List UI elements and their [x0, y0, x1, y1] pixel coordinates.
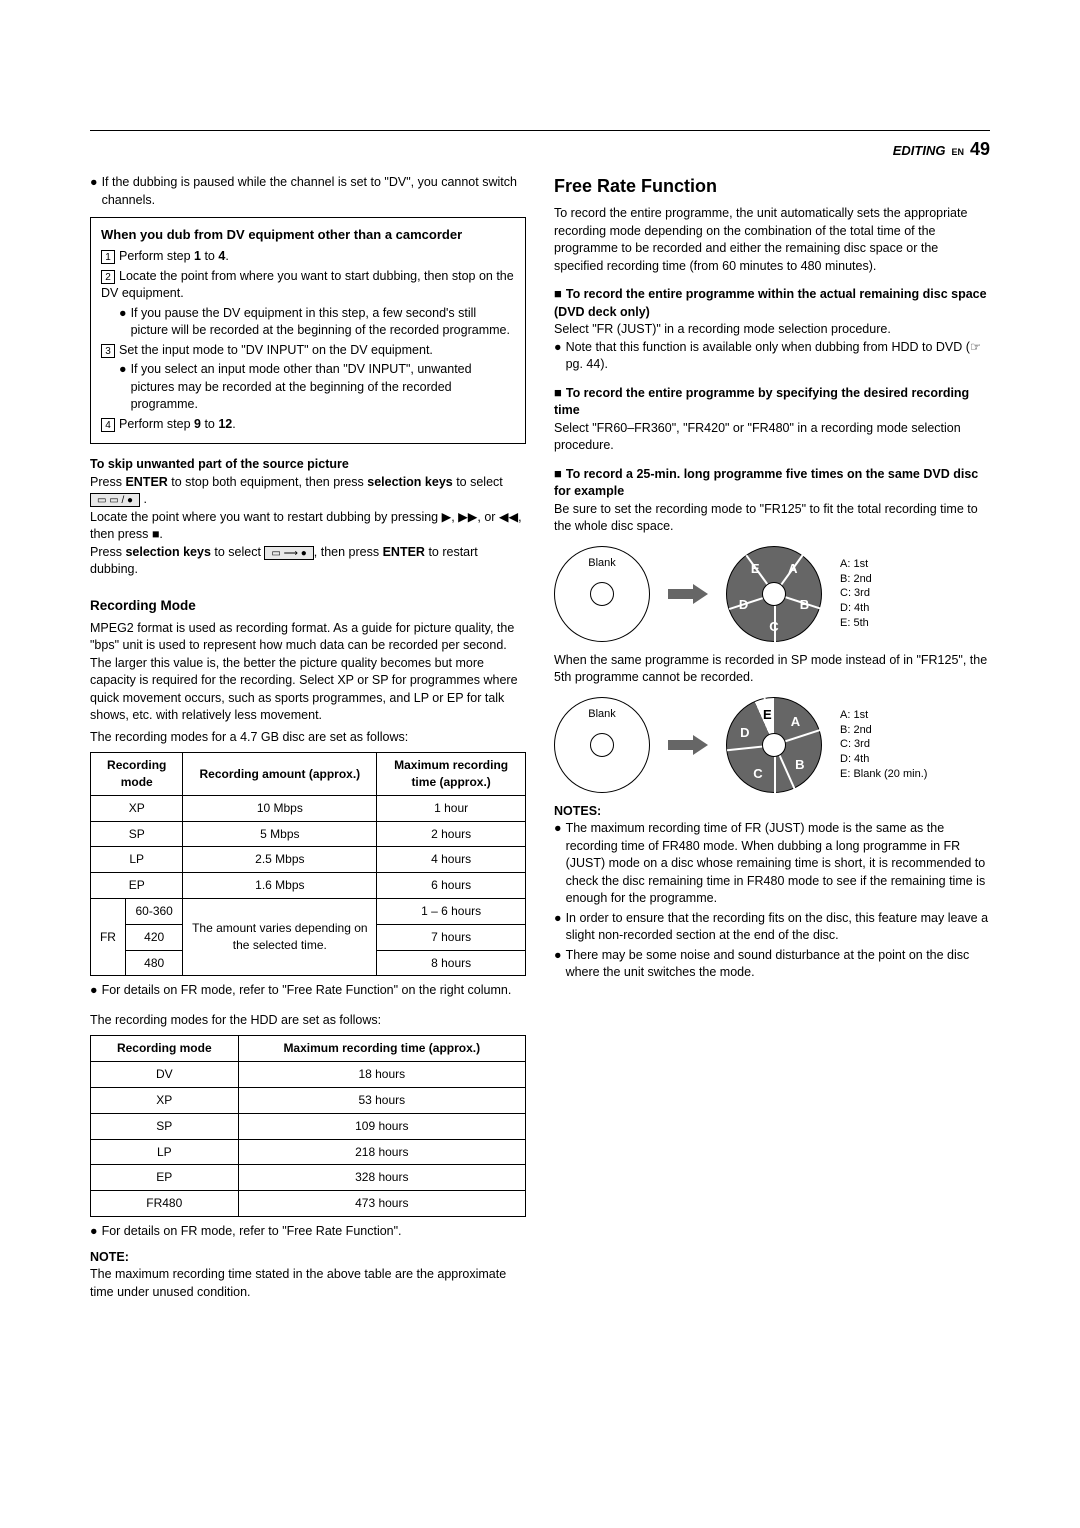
arrow-icon [668, 584, 708, 604]
pie-segment-label: C [767, 618, 781, 636]
intro-text: If the dubbing is paused while the chann… [102, 174, 526, 209]
hdd-intro: The recording modes for the HDD are set … [90, 1012, 526, 1030]
dub-box: When you dub from DV equipment other tha… [90, 217, 526, 444]
box-title: When you dub from DV equipment other tha… [101, 226, 515, 244]
t1-h3: Maximum recording time (approx.) [377, 753, 526, 796]
recmode-p1: MPEG2 format is used as recording format… [90, 620, 526, 725]
legend-item: D: 4th [840, 752, 927, 767]
sh1-p: Select "FR (JUST)" in a recording mode s… [554, 321, 990, 339]
after-t1: ●For details on FR mode, refer to "Free … [90, 982, 526, 1000]
recording-mode-heading: Recording Mode [90, 597, 526, 616]
pie-disc-2: A B C DE [726, 697, 822, 793]
legend-item: E: Blank (20 min.) [840, 767, 927, 782]
table-row: LP2.5 Mbps4 hours [91, 847, 526, 873]
pie-disc-1: ABCDE [726, 546, 822, 642]
left-column: ●If the dubbing is paused while the chan… [90, 174, 526, 1301]
disc-table: Recording mode Recording amount (approx.… [90, 752, 526, 976]
legend-item: B: 2nd [840, 572, 872, 587]
table-row: EP1.6 Mbps6 hours [91, 873, 526, 899]
sh1: ■To record the entire programme within t… [554, 285, 990, 321]
step-4: 4Perform step 9 to 12. [101, 416, 515, 434]
step-3-sub: ●If you select an input mode other than … [119, 361, 515, 414]
sh3-p: Be sure to set the recording mode to "FR… [554, 501, 990, 536]
hdd-table: Recording mode Maximum recording time (a… [90, 1035, 526, 1217]
note-bullet: ●In order to ensure that the recording f… [554, 910, 990, 945]
page-number: 49 [970, 137, 990, 162]
legend-item: A: 1st [840, 708, 927, 723]
legend-1: A: 1stB: 2ndC: 3rdD: 4thE: 5th [840, 557, 872, 631]
legend-item: A: 1st [840, 557, 872, 572]
sh2-p: Select "FR60–FR360", "FR420" or "FR480" … [554, 420, 990, 455]
legend-item: C: 3rd [840, 586, 872, 601]
blank-disc-icon: Blank [554, 546, 650, 642]
legend-item: C: 3rd [840, 737, 927, 752]
step-1: 1Perform step 1 to 4. [101, 248, 515, 266]
step-2: 2Locate the point from where you want to… [101, 268, 515, 303]
skip-p3: Press selection keys to select ▭ ⟶ ●, th… [90, 544, 526, 579]
frf-heading: Free Rate Function [554, 174, 990, 199]
pie-segment-label: C [751, 765, 765, 783]
sh2: ■To record the entire programme by speci… [554, 384, 990, 420]
pie-segment-label: E [748, 560, 762, 578]
mode-icon-2: ▭ ⟶ ● [264, 546, 313, 560]
arrow-icon [668, 735, 708, 755]
table-row: XP53 hours [91, 1088, 526, 1114]
pie-segment-label: E [760, 706, 774, 724]
skip-p2: Locate the point where you want to resta… [90, 509, 526, 544]
sh1-bullet: ●Note that this function is available on… [554, 339, 990, 374]
pie-segment-label: B [793, 756, 807, 774]
recmode-p2: The recording modes for a 4.7 GB disc ar… [90, 729, 526, 747]
table-row: SP5 Mbps2 hours [91, 821, 526, 847]
t2-h2: Maximum recording time (approx.) [238, 1036, 525, 1062]
note-bullet: ●The maximum recording time of FR (JUST)… [554, 820, 990, 908]
intro-bullet: ●If the dubbing is paused while the chan… [90, 174, 526, 209]
table-row: SP109 hours [91, 1113, 526, 1139]
pie-segment-label: D [737, 596, 751, 614]
note-text: The maximum recording time stated in the… [90, 1266, 526, 1301]
note-heading: NOTE: [90, 1249, 526, 1267]
legend-item: D: 4th [840, 601, 872, 616]
frf-p1: To record the entire programme, the unit… [554, 205, 990, 275]
pie-segment-label: D [738, 724, 752, 742]
blank-disc-icon: Blank [554, 697, 650, 793]
skip-p1: Press ENTER to stop both equipment, then… [90, 474, 526, 509]
note-bullet: ●There may be some noise and sound distu… [554, 947, 990, 982]
step-3: 3Set the input mode to "DV INPUT" on the… [101, 342, 515, 360]
t1-h1: Recording mode [91, 753, 183, 796]
table-row: XP10 Mbps1 hour [91, 795, 526, 821]
pie-segment-label: B [797, 596, 811, 614]
lang-label: EN [951, 146, 964, 159]
right-column: Free Rate Function To record the entire … [554, 174, 990, 1301]
t2-h1: Recording mode [91, 1036, 239, 1062]
table-row: LP218 hours [91, 1139, 526, 1165]
page-header: EDITING EN 49 [90, 137, 990, 162]
skip-heading: To skip unwanted part of the source pict… [90, 456, 526, 474]
step-2-sub: ●If you pause the DV equipment in this s… [119, 305, 515, 340]
section-name: EDITING [893, 142, 946, 160]
notes-list: ●The maximum recording time of FR (JUST)… [554, 820, 990, 982]
diagram-2: Blank A B C DE A: 1stB: 2ndC: 3rdD: 4thE: B… [554, 697, 990, 793]
table-row: EP328 hours [91, 1165, 526, 1191]
pie-segment-label: A [786, 560, 800, 578]
table-row: DV18 hours [91, 1062, 526, 1088]
after-t2: ●For details on FR mode, refer to "Free … [90, 1223, 526, 1241]
mid-p: When the same programme is recorded in S… [554, 652, 990, 687]
pie-segment-label: A [788, 713, 802, 731]
legend-item: E: 5th [840, 616, 872, 631]
legend-item: B: 2nd [840, 723, 927, 738]
table-row: FR480473 hours [91, 1191, 526, 1217]
legend-2: A: 1stB: 2ndC: 3rdD: 4thE: Blank (20 min… [840, 708, 927, 782]
t1-h2: Recording amount (approx.) [183, 753, 377, 796]
mode-icon: ▭ ▭ / ● [90, 493, 140, 507]
notes-heading: NOTES: [554, 803, 990, 821]
sh3: ■To record a 25-min. long programme five… [554, 465, 990, 501]
table-row: FR60-360The amount varies depending on t… [91, 899, 526, 925]
diagram-1: Blank ABCDE A: 1stB: 2ndC: 3rdD: 4thE: 5… [554, 546, 990, 642]
